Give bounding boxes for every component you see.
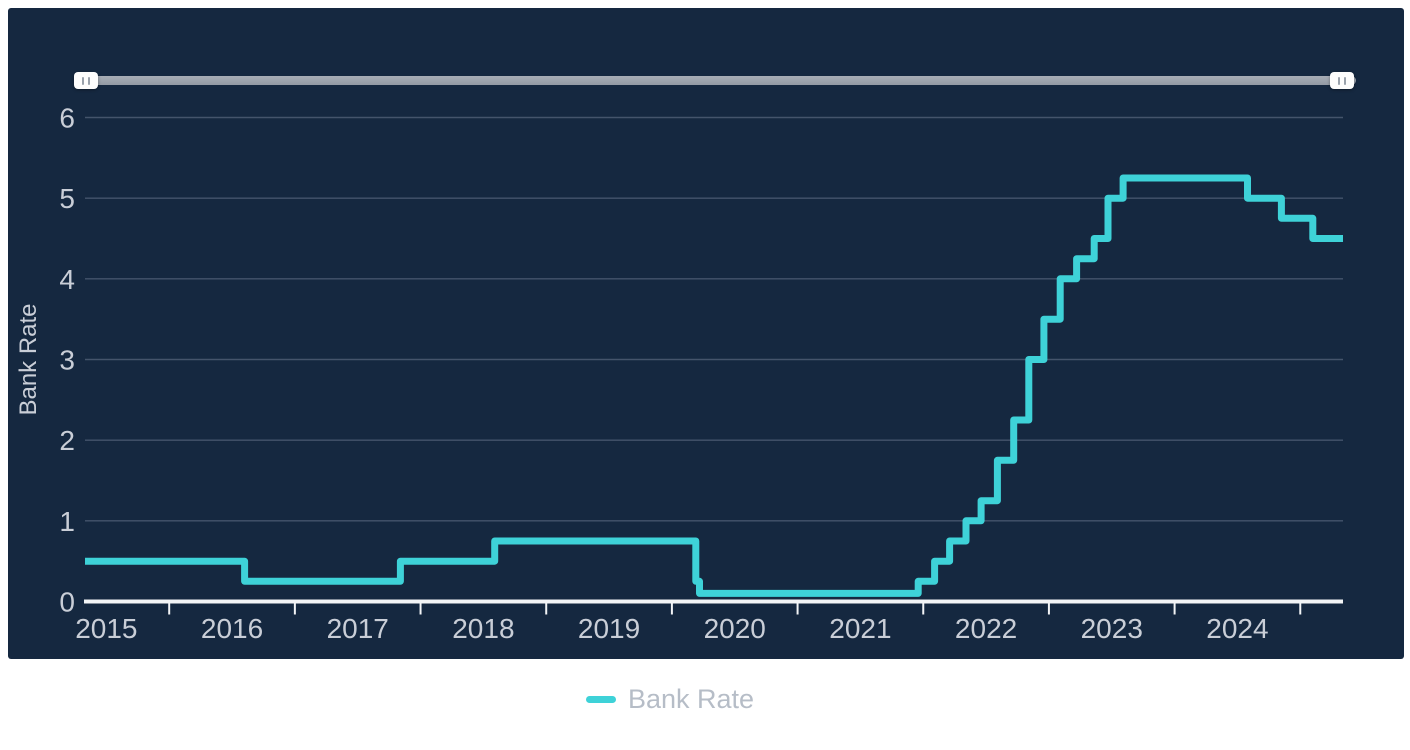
svg-text:4: 4 <box>59 264 75 295</box>
grip-icon <box>88 76 90 85</box>
svg-text:2024: 2024 <box>1206 613 1268 644</box>
grip-icon <box>82 76 84 85</box>
legend-swatch-icon <box>585 696 616 703</box>
svg-text:Bank Rate: Bank Rate <box>15 303 42 415</box>
svg-text:2023: 2023 <box>1081 613 1143 644</box>
svg-text:3: 3 <box>59 345 75 376</box>
svg-text:1: 1 <box>59 506 75 537</box>
range-slider-track[interactable] <box>76 76 1356 85</box>
svg-text:2: 2 <box>59 425 75 456</box>
svg-text:2022: 2022 <box>955 613 1017 644</box>
svg-text:6: 6 <box>59 103 75 134</box>
svg-text:2021: 2021 <box>829 613 891 644</box>
grip-icon <box>1338 76 1340 85</box>
legend-item-bank-rate[interactable]: Bank Rate <box>585 684 755 715</box>
chart-panel <box>8 8 1404 659</box>
svg-text:2019: 2019 <box>578 613 640 644</box>
svg-text:2020: 2020 <box>704 613 766 644</box>
range-slider-handle-right[interactable] <box>1330 72 1354 89</box>
grip-icon <box>1344 76 1346 85</box>
range-slider-handle-left[interactable] <box>74 72 98 89</box>
legend-label: Bank Rate <box>627 684 755 714</box>
legend: Bank Rate <box>0 684 1340 715</box>
svg-text:2017: 2017 <box>327 613 389 644</box>
svg-text:2016: 2016 <box>201 613 263 644</box>
svg-text:5: 5 <box>59 183 75 214</box>
svg-text:0: 0 <box>59 587 75 618</box>
svg-text:2015: 2015 <box>75 613 137 644</box>
svg-text:2018: 2018 <box>452 613 514 644</box>
